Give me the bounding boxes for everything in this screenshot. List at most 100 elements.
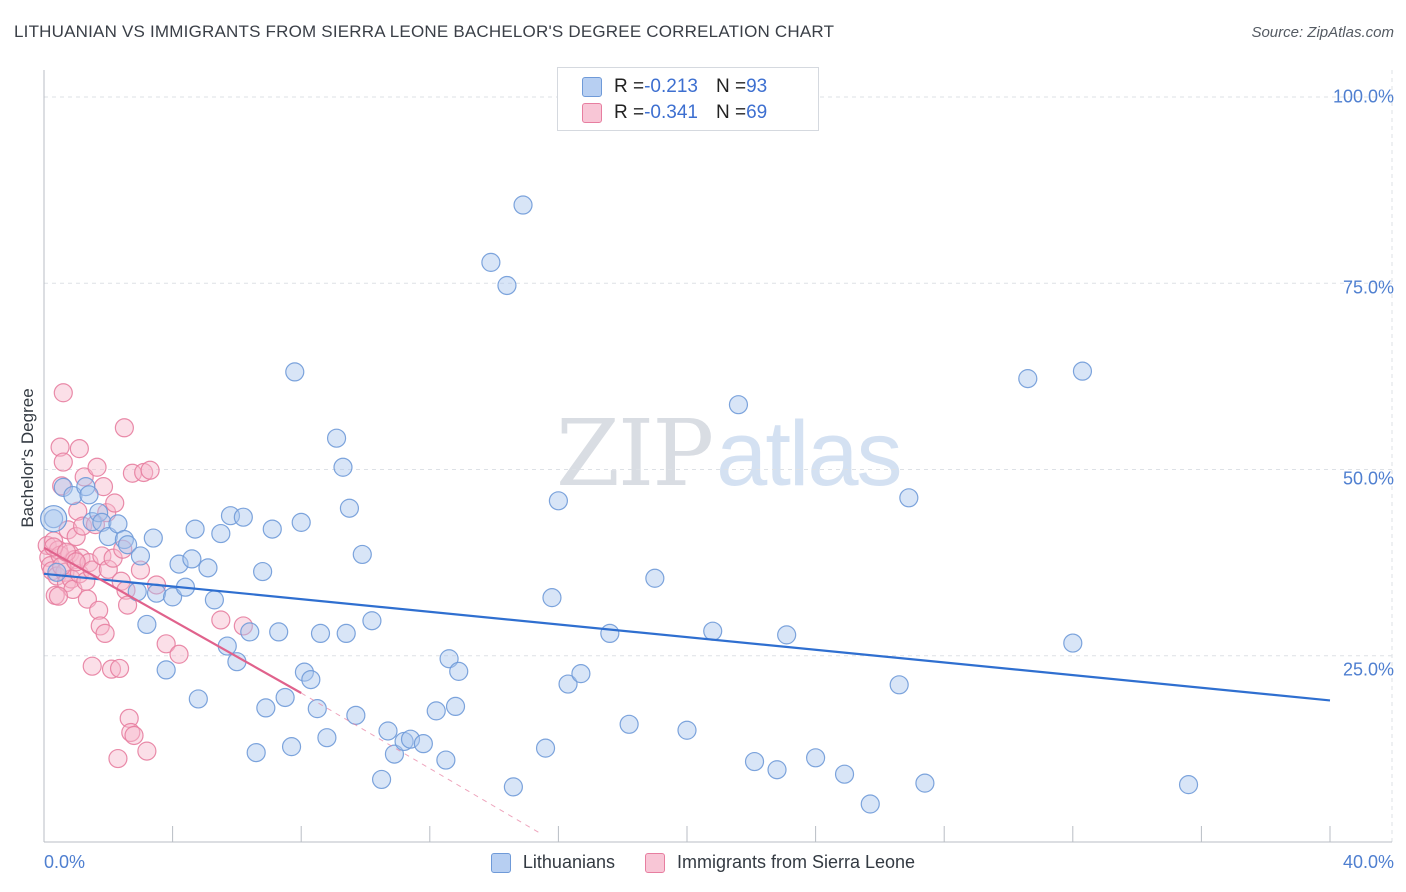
lithuanians-point bbox=[413, 734, 433, 754]
y-axis-label: Bachelor's Degree bbox=[18, 388, 37, 528]
lithuanians-point bbox=[156, 660, 176, 680]
lithuanians-point bbox=[548, 491, 569, 511]
lithuanians-point bbox=[47, 562, 67, 582]
lithuanians-point bbox=[333, 457, 353, 477]
lithuanians-point bbox=[362, 611, 382, 631]
lithuanians-point bbox=[188, 689, 208, 709]
lithuanians-point bbox=[326, 428, 347, 448]
sierra-leone-point bbox=[89, 600, 109, 620]
lithuanians-point bbox=[445, 696, 466, 717]
lithuanians-point bbox=[169, 554, 189, 574]
sierra-leone-trend-extrapolation bbox=[300, 692, 543, 835]
lithuanians-point bbox=[384, 744, 405, 764]
x-tick-label-max: 40.0% bbox=[1342, 852, 1394, 872]
lithuanians-point bbox=[1178, 775, 1199, 795]
lithuanians-point bbox=[728, 395, 749, 415]
lithuanians-point bbox=[307, 699, 327, 719]
lithuanians-point bbox=[436, 750, 456, 770]
lithuanians-point bbox=[767, 760, 787, 780]
lithuanians-point bbox=[439, 649, 459, 669]
sierra-leone-point bbox=[124, 725, 144, 746]
lithuanians-point bbox=[542, 588, 562, 608]
lithuanians-point bbox=[233, 507, 253, 527]
lithuanians-point bbox=[204, 590, 224, 610]
lithuanians-point bbox=[53, 477, 73, 497]
lithuanians-point bbox=[449, 661, 469, 681]
y-tick-label: 100.0% bbox=[1332, 86, 1394, 107]
lithuanians-point bbox=[426, 701, 446, 721]
sierra-leone-trend-line bbox=[43, 546, 302, 694]
lithuanians-point bbox=[503, 777, 523, 797]
lithuanians-point bbox=[143, 528, 163, 548]
lithuanians-point bbox=[291, 512, 311, 532]
sierra-leone-point bbox=[137, 741, 157, 761]
watermark-atlas: atlas bbox=[716, 403, 902, 505]
sierra-leone-point bbox=[53, 452, 73, 472]
lithuanians-point-large bbox=[40, 505, 68, 533]
lithuanians-point bbox=[285, 362, 305, 382]
lithuanians-point bbox=[182, 549, 202, 569]
stats-legend: R = -0.213 N = 93 R = -0.341 N = 69 bbox=[557, 67, 819, 131]
sierra-leone-point bbox=[105, 493, 125, 513]
lithuanians-point bbox=[400, 729, 421, 749]
lithuanians-point bbox=[899, 488, 919, 508]
lithuanians-point bbox=[513, 195, 533, 215]
lithuanians-point bbox=[371, 769, 392, 790]
y-tick-label: 75.0% bbox=[1342, 277, 1394, 298]
sierra-leone-point bbox=[121, 722, 141, 743]
legend-n-value: 69 bbox=[746, 102, 768, 123]
sierra-leone-point bbox=[169, 644, 189, 664]
sierra-leone-point bbox=[68, 501, 88, 521]
lithuanians-point bbox=[114, 529, 134, 550]
lithuanians-point bbox=[677, 720, 697, 740]
watermark-zip: ZIP bbox=[556, 400, 714, 507]
sierra-leone-point bbox=[69, 439, 89, 459]
lithuanians-point bbox=[44, 509, 64, 529]
lithuanians-trend-line bbox=[43, 572, 1331, 702]
lithuanians-point bbox=[275, 687, 295, 708]
lithuanians-point bbox=[211, 523, 231, 544]
lithuanians-point bbox=[256, 698, 276, 718]
sierra-leone-point bbox=[66, 526, 86, 547]
sierra-leone-point bbox=[109, 658, 130, 679]
lithuanians-point bbox=[227, 652, 247, 672]
legend-r-value: -0.341 bbox=[644, 102, 698, 123]
lithuanians-point bbox=[805, 748, 826, 768]
watermark: ZIPatlas bbox=[556, 400, 903, 507]
source-label: Source: ZipAtlas.com bbox=[1251, 24, 1394, 41]
sierra-leone-point bbox=[87, 457, 107, 477]
lithuanians-point bbox=[137, 614, 157, 635]
lithuanians-point bbox=[703, 621, 723, 641]
lithuanians-point bbox=[571, 664, 591, 684]
legend-label-lithuanians: Lithuanians bbox=[522, 852, 615, 872]
legend-r-value: -0.213 bbox=[644, 76, 698, 97]
axes bbox=[43, 70, 1392, 843]
legend-swatch-pink bbox=[582, 103, 602, 123]
sierra-leone-point bbox=[74, 467, 94, 487]
sierra-leone-point bbox=[130, 560, 151, 580]
sierra-leone-point bbox=[98, 559, 118, 579]
lithuanians-point bbox=[889, 675, 909, 695]
sierra-leone-point bbox=[114, 418, 134, 438]
lithuanians-point bbox=[310, 623, 331, 644]
lithuanians-point bbox=[619, 714, 639, 734]
lithuanians-point bbox=[1063, 633, 1083, 653]
sierra-leone-point bbox=[211, 610, 231, 630]
lithuanians-point bbox=[98, 526, 118, 547]
lithuanians-point bbox=[834, 764, 855, 784]
legend-r-label: R = bbox=[614, 102, 645, 123]
legend-n-label: N = bbox=[715, 102, 747, 123]
lithuanians-point bbox=[262, 519, 282, 539]
sierra-leone-point bbox=[95, 623, 115, 644]
sierra-leone-point bbox=[140, 460, 160, 480]
series-legend: Lithuanians Immigrants from Sierra Leone bbox=[0, 852, 1406, 873]
lithuanians-point bbox=[317, 728, 337, 748]
lithuanians-point bbox=[146, 583, 167, 603]
lithuanians-point bbox=[1018, 369, 1038, 389]
sierra-leone-point bbox=[53, 383, 73, 403]
legend-label-sierra-leone: Immigrants from Sierra Leone bbox=[676, 852, 916, 872]
series-lithuanians-points bbox=[40, 195, 1199, 814]
lithuanians-point bbox=[269, 622, 289, 642]
sierra-leone-point bbox=[48, 586, 69, 606]
